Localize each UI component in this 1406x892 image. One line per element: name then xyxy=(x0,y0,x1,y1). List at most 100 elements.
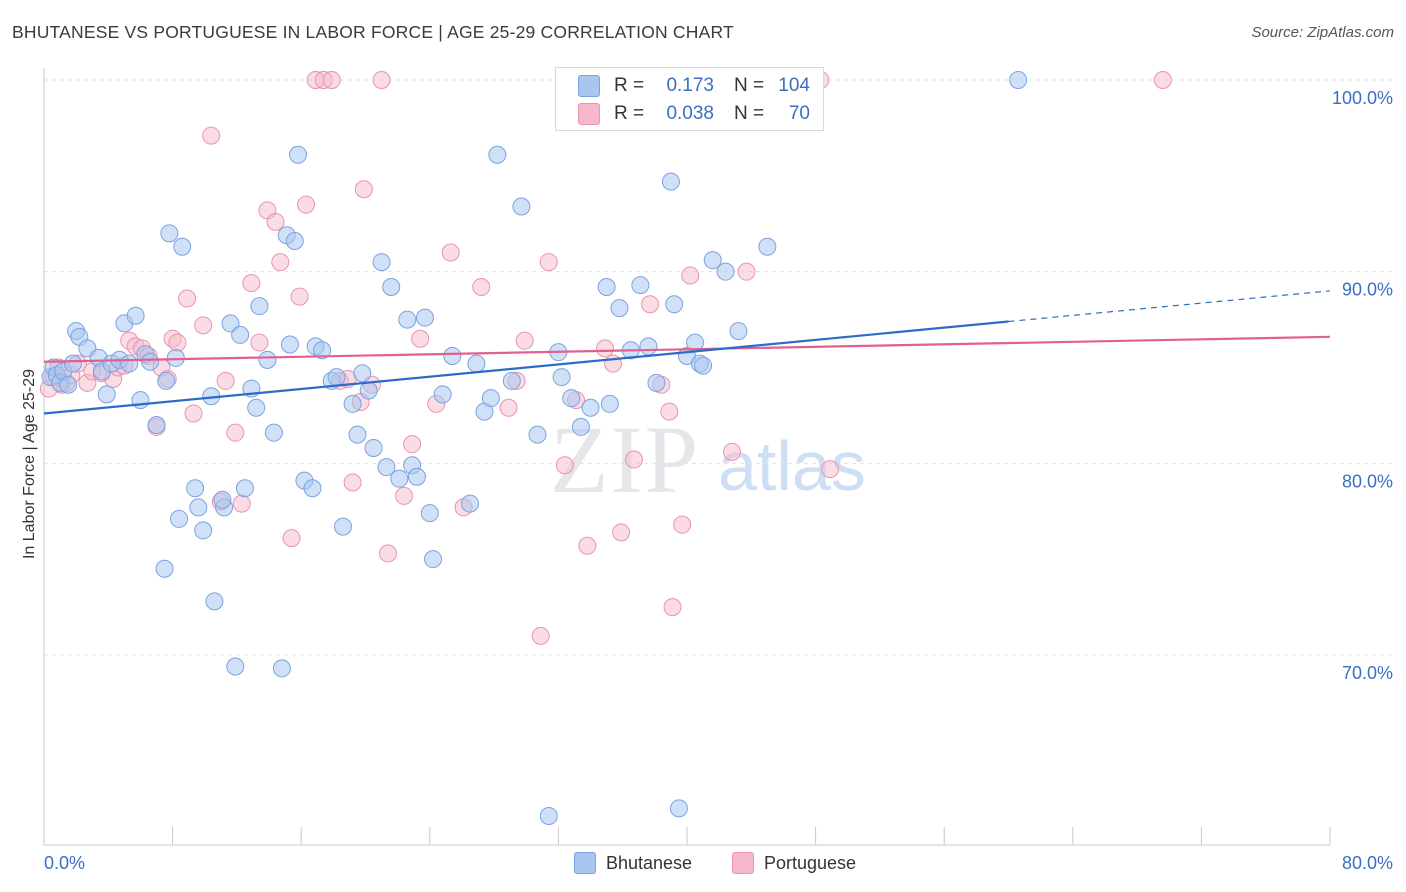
portuguese-swatch xyxy=(732,852,754,874)
portuguese-point xyxy=(411,329,430,348)
bhutanese-point xyxy=(235,479,254,498)
bhutanese-point xyxy=(166,348,185,367)
chart-title: BHUTANESE VS PORTUGUESE IN LABOR FORCE |… xyxy=(12,22,734,42)
y-axis-label: In Labor Force | Age 25-29 xyxy=(21,368,38,560)
bhutanese-point xyxy=(247,398,266,417)
bhutanese-point xyxy=(313,341,332,360)
bhutanese-point xyxy=(433,385,452,404)
bhutanese-point xyxy=(443,347,462,365)
axes xyxy=(43,68,1331,846)
bhutanese-point xyxy=(631,276,650,295)
bhutanese-point xyxy=(157,371,176,390)
bhutanese-point xyxy=(694,356,713,375)
y-tick-label: 80.0% xyxy=(1342,471,1393,491)
portuguese-point xyxy=(202,126,221,145)
portuguese-point xyxy=(515,331,534,350)
bhutanese-point xyxy=(59,375,78,394)
bhutanese-point xyxy=(481,389,500,408)
bhutanese-point xyxy=(364,439,383,457)
n-value: 70 xyxy=(788,103,810,124)
bhutanese-point xyxy=(528,425,547,444)
x-tick-label: 80.0% xyxy=(1342,853,1393,873)
portuguese-point xyxy=(168,333,187,352)
bhutanese-point xyxy=(264,423,283,442)
portuguese-point xyxy=(343,473,362,492)
portuguese-point xyxy=(403,435,422,454)
bhutanese-point xyxy=(226,657,245,676)
bhutanese-point xyxy=(194,521,213,540)
portuguese-point xyxy=(673,515,692,534)
legend-label-portuguese: Portuguese xyxy=(764,852,857,873)
legend-label-bhutanese: Bhutanese xyxy=(606,852,693,873)
bhutanese-point xyxy=(669,799,688,818)
bhutanese-point xyxy=(258,350,277,369)
portuguese-point xyxy=(499,398,518,417)
bhutanese-point xyxy=(205,592,224,611)
portuguese-point xyxy=(290,287,309,306)
bhutanese-swatch xyxy=(574,852,596,874)
bhutanese-point xyxy=(303,479,322,498)
portuguese-point xyxy=(242,274,261,293)
bhutanese-point xyxy=(288,145,307,164)
bhutanese-point xyxy=(581,398,600,417)
portuguese-point xyxy=(194,316,213,335)
portuguese-point xyxy=(624,450,643,469)
bhutanese-trend-extension xyxy=(1008,290,1331,323)
portuguese-point xyxy=(612,523,631,542)
bhutanese-point xyxy=(343,394,362,413)
bhutanese-point xyxy=(390,469,409,488)
bhutanese-point xyxy=(758,237,777,256)
bhutanese-point xyxy=(407,467,426,486)
bhutanese-point xyxy=(213,490,232,509)
n-value: 104 xyxy=(778,75,810,96)
watermark-atlas: atlas xyxy=(718,427,866,505)
bhutanese-point xyxy=(420,504,439,523)
bhutanese-point xyxy=(359,381,378,400)
bhutanese-point xyxy=(665,295,684,314)
bhutanese-point xyxy=(126,306,145,325)
portuguese-point xyxy=(354,180,373,199)
bhutanese-point xyxy=(272,659,291,678)
r-label: R = xyxy=(614,103,645,124)
bhutanese-point xyxy=(155,559,174,578)
portuguese-point xyxy=(441,243,460,262)
legend-item-bhutanese: Bhutanese xyxy=(574,852,692,874)
x-tick-label: 0.0% xyxy=(44,853,85,873)
zipatlas-watermark: ZIP atlas xyxy=(550,406,866,513)
bhutanese-point xyxy=(327,368,346,387)
bhutanese-point xyxy=(502,371,521,390)
bhutanese-point xyxy=(597,278,616,296)
y-tick-label: 90.0% xyxy=(1342,280,1393,300)
bhutanese-point xyxy=(488,145,507,164)
portuguese-point xyxy=(282,529,301,548)
bhutanese-point xyxy=(539,807,558,825)
bhutanese-point xyxy=(415,308,434,327)
bhutanese-point xyxy=(639,337,658,356)
bhutanese-point xyxy=(250,297,269,316)
portuguese-point xyxy=(232,494,251,513)
bhutanese-point xyxy=(186,479,205,498)
r-value: 0.038 xyxy=(666,103,714,124)
bhutanese-point xyxy=(398,310,417,329)
portuguese-point xyxy=(1153,71,1172,89)
portuguese-point xyxy=(372,71,391,89)
bhutanese-point xyxy=(571,417,590,436)
n-label: N = xyxy=(734,75,765,96)
portuguese-point xyxy=(250,333,269,352)
r-label: R = xyxy=(614,75,645,96)
bhutanese-point xyxy=(647,373,666,392)
bhutanese-point xyxy=(460,494,479,513)
bhutanese-point xyxy=(377,458,396,477)
portuguese-point xyxy=(395,486,414,505)
portuguese-point xyxy=(578,536,597,555)
bhutanese-point xyxy=(131,391,150,410)
bhutanese-point xyxy=(280,335,299,354)
portuguese-point xyxy=(681,266,700,285)
bhutanese-point xyxy=(661,172,680,191)
portuguese-point xyxy=(266,212,285,231)
legend-row-portuguese: R = 0.038 N = 70 xyxy=(578,101,810,127)
portuguese-point xyxy=(472,278,491,296)
portuguese-point xyxy=(821,460,840,479)
bhutanese-point xyxy=(97,385,116,404)
bhutanese-point xyxy=(189,498,208,517)
